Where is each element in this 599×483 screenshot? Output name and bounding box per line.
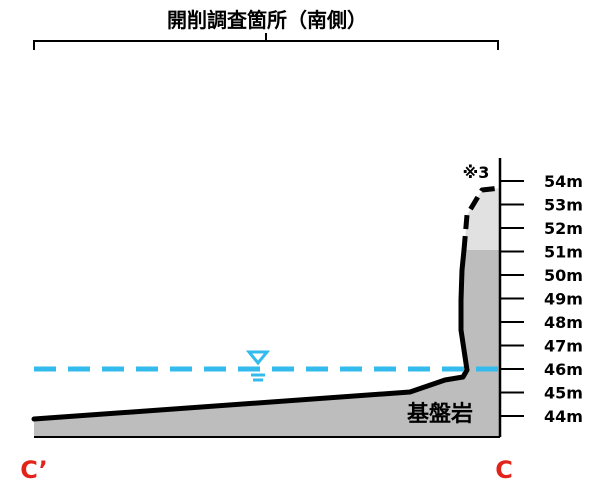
diagram-title: 開削調査箇所（南側） (167, 8, 367, 32)
groundwater-symbol-icon (245, 350, 271, 382)
elevation-tick-label: 48m (544, 313, 583, 332)
elevation-tick-label: 51m (544, 243, 583, 262)
elevation-tick-label: 47m (544, 337, 583, 356)
section-start-label: C’ (20, 456, 48, 483)
bedrock-label: 基盤岩 (407, 401, 473, 427)
upper-fill-region (464, 188, 500, 250)
estimated-surface-dashed-line (461, 185, 501, 251)
elevation-tick-label: 44m (544, 407, 583, 426)
elevation-tick-label: 50m (544, 266, 583, 285)
section-end-label: C (495, 456, 513, 483)
bedrock-region (34, 250, 500, 437)
elevation-tick-label: 49m (544, 290, 583, 309)
elevation-tick-label: 53m (544, 196, 583, 215)
elevation-tick-label: 45m (544, 384, 583, 403)
elevation-ticks: 54m 53m 52m 51m 50m 49m 48m 47m 46m 45m 44m (500, 172, 583, 426)
elevation-tick-label: 52m (544, 219, 583, 238)
ground-surface-line (31, 247, 470, 422)
note-marker-label: ※3 (463, 163, 490, 182)
elevation-tick-label: 54m (544, 172, 583, 191)
title-bracket (33, 33, 499, 50)
elevation-tick-label: 46m (544, 360, 583, 379)
